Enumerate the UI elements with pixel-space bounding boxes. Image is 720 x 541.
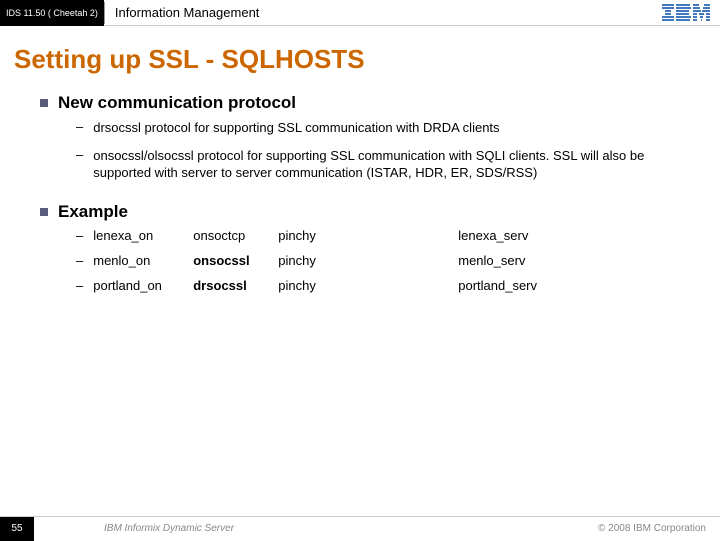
page-number: 55 bbox=[0, 517, 34, 541]
cell-host: pinchy bbox=[278, 253, 458, 268]
product-tag: IDS 11.50 ( Cheetah 2) bbox=[0, 0, 104, 26]
header-group: Information Management bbox=[107, 5, 260, 20]
cell-server: portland_on bbox=[93, 278, 193, 293]
cell-host: pinchy bbox=[278, 278, 458, 293]
section-heading-row: New communication protocol bbox=[40, 93, 690, 113]
dash-bullet-icon: – bbox=[76, 119, 83, 134]
footer-copyright: © 2008 IBM Corporation bbox=[598, 523, 720, 534]
cell-service: portland_serv bbox=[458, 278, 598, 293]
list-item: – onsocssl/olsocssl protocol for support… bbox=[76, 147, 690, 182]
dash-bullet-icon: – bbox=[76, 253, 83, 268]
square-bullet-icon bbox=[40, 208, 48, 216]
slide-title: Setting up SSL - SQLHOSTS bbox=[0, 26, 720, 93]
slide-header: IDS 11.50 ( Cheetah 2) Information Manag… bbox=[0, 0, 720, 26]
list-item-text: drsocssl protocol for supporting SSL com… bbox=[93, 119, 499, 137]
dash-bullet-icon: – bbox=[76, 278, 83, 293]
section-heading-row: Example bbox=[40, 202, 690, 222]
table-row: – portland_on drsocssl pinchy portland_s… bbox=[76, 278, 690, 293]
table-row: – menlo_on onsocssl pinchy menlo_serv bbox=[76, 253, 690, 268]
ibm-logo-icon bbox=[662, 4, 710, 27]
cell-protocol: onsoctcp bbox=[193, 228, 278, 243]
footer-product: IBM Informix Dynamic Server bbox=[34, 523, 598, 534]
slide-content: New communication protocol – drsocssl pr… bbox=[0, 93, 720, 293]
cell-server: lenexa_on bbox=[93, 228, 193, 243]
cell-protocol: onsocssl bbox=[193, 253, 278, 268]
header-divider bbox=[104, 2, 105, 24]
cell-server: menlo_on bbox=[93, 253, 193, 268]
example-heading: Example bbox=[58, 202, 128, 222]
dash-bullet-icon: – bbox=[76, 147, 83, 162]
cell-service: menlo_serv bbox=[458, 253, 598, 268]
section-items: – drsocssl protocol for supporting SSL c… bbox=[40, 119, 690, 182]
cell-service: lenexa_serv bbox=[458, 228, 598, 243]
list-item: – drsocssl protocol for supporting SSL c… bbox=[76, 119, 690, 137]
square-bullet-icon bbox=[40, 99, 48, 107]
table-row: – lenexa_on onsoctcp pinchy lenexa_serv bbox=[76, 228, 690, 243]
cell-protocol: drsocssl bbox=[193, 278, 278, 293]
slide-footer: 55 IBM Informix Dynamic Server © 2008 IB… bbox=[0, 516, 720, 540]
dash-bullet-icon: – bbox=[76, 228, 83, 243]
section-heading: New communication protocol bbox=[58, 93, 296, 113]
list-item-text: onsocssl/olsocssl protocol for supportin… bbox=[93, 147, 690, 182]
example-table: – lenexa_on onsoctcp pinchy lenexa_serv … bbox=[40, 228, 690, 293]
cell-host: pinchy bbox=[278, 228, 458, 243]
